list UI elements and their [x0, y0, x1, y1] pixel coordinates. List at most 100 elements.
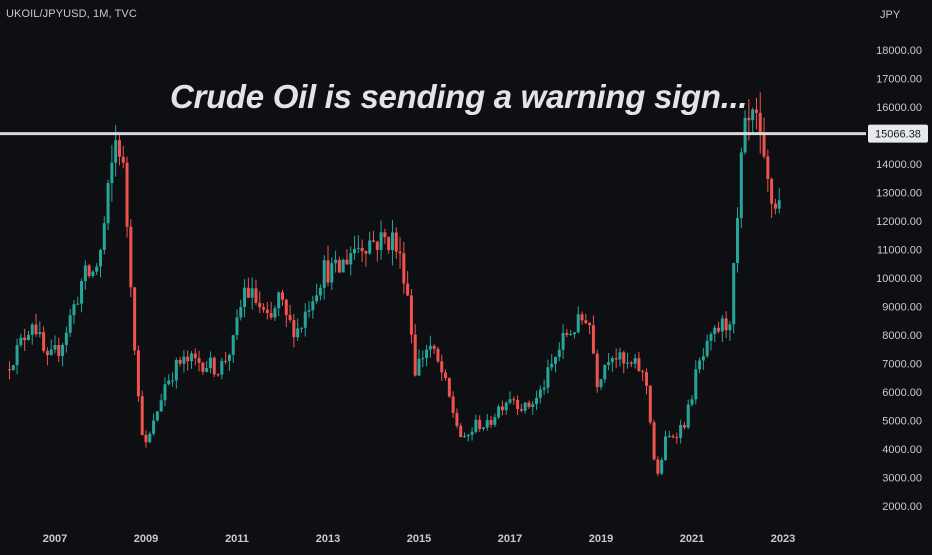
candle: [231, 334, 235, 363]
candle: [136, 345, 140, 402]
candle: [262, 303, 266, 313]
candle: [622, 350, 626, 374]
candle: [360, 239, 364, 262]
y-tick-label: 8000.00: [882, 330, 922, 342]
candle: [686, 399, 690, 430]
price-axis[interactable]: JPY 2000.00 3000.00 4000.00 5000.00 6000.00 70…: [868, 9, 928, 513]
candle: [535, 390, 539, 411]
y-tick-label: 7000.00: [882, 359, 922, 371]
time-axis[interactable]: 2007 2009 2011 2013 2015 2017 2019 2021 2023: [43, 533, 795, 545]
candle: [754, 97, 758, 130]
candle: [770, 177, 774, 219]
candle: [334, 250, 338, 273]
candle: [474, 414, 478, 434]
candle: [724, 311, 728, 339]
candle: [485, 413, 489, 431]
candle: [190, 351, 193, 369]
candle: [330, 257, 334, 291]
candle: [26, 330, 30, 341]
candle: [671, 434, 675, 439]
candle: [95, 263, 99, 276]
candle: [212, 356, 216, 378]
x-tick-label: 2013: [316, 533, 340, 545]
y-tick-label: 11000.00: [877, 245, 922, 257]
candle: [766, 149, 770, 192]
level-price-label: 15066.38: [875, 129, 921, 141]
candle: [417, 349, 421, 377]
candle: [197, 350, 201, 372]
x-tick-label: 2011: [225, 533, 249, 545]
candle: [436, 346, 440, 363]
candle: [421, 350, 425, 368]
candle: [720, 314, 724, 343]
candle: [728, 321, 732, 341]
candle: [106, 179, 110, 231]
candle: [516, 395, 520, 415]
candle: [8, 361, 11, 380]
candle: [447, 377, 451, 398]
candle: [34, 313, 38, 337]
candle: [595, 349, 599, 393]
candle: [87, 264, 91, 278]
candle: [288, 304, 292, 323]
candle: [698, 357, 702, 374]
candle: [444, 369, 448, 381]
candle: [375, 240, 379, 262]
candle: [425, 344, 429, 367]
candle: [599, 378, 603, 390]
candle: [42, 326, 46, 354]
level-price-tag[interactable]: 15066.38: [868, 124, 928, 143]
candle: [531, 400, 535, 415]
candle: [603, 364, 607, 383]
candle: [394, 227, 398, 259]
candle: [227, 353, 231, 371]
candle: [701, 347, 705, 370]
candle: [550, 354, 554, 371]
candle: [629, 360, 633, 367]
y-tick-label: 5000.00: [882, 416, 922, 428]
candle: [121, 145, 125, 169]
candle: [626, 353, 630, 369]
candle: [637, 351, 641, 372]
candle: [159, 393, 163, 412]
candle: [117, 133, 121, 166]
candle: [296, 318, 300, 341]
candle: [239, 299, 243, 321]
candle: [76, 296, 80, 305]
candle: [30, 322, 34, 345]
candle: [390, 219, 394, 266]
candle: [466, 434, 470, 442]
candle: [413, 324, 417, 377]
candle: [235, 309, 239, 340]
candle: [690, 395, 694, 407]
candle: [645, 368, 648, 395]
candle: [591, 315, 595, 354]
y-tick-label: 4000.00: [882, 444, 922, 456]
candle: [64, 326, 68, 353]
candle: [478, 415, 482, 432]
x-tick-label: 2009: [134, 533, 158, 545]
candle: [205, 361, 209, 373]
candle: [201, 361, 205, 375]
candle: [406, 271, 410, 296]
x-tick-label: 2019: [589, 533, 613, 545]
candle: [311, 295, 315, 319]
candle: [713, 324, 717, 342]
candle: [777, 187, 781, 214]
candle: [292, 313, 296, 348]
candle: [542, 379, 546, 395]
candle: [500, 400, 504, 416]
candle: [315, 283, 319, 304]
candle: [618, 347, 622, 367]
candle: [610, 356, 614, 372]
candle: [193, 348, 197, 366]
candle: [216, 373, 220, 377]
candle: [717, 321, 721, 334]
symbol-label[interactable]: UKOIL/JPYUSD, 1M, TVC: [6, 8, 137, 20]
candle: [45, 347, 49, 366]
candle: [148, 431, 152, 444]
candle: [739, 147, 743, 229]
candle: [277, 291, 281, 317]
